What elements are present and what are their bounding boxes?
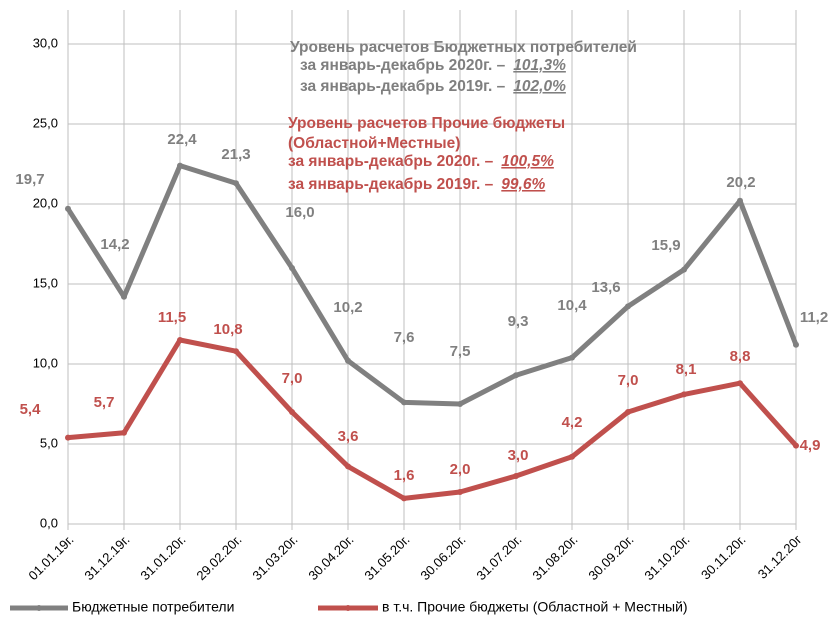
y-tick-label: 5,0 [40,435,58,450]
y-tick-label: 10,0 [33,355,58,370]
data-label: 11,2 [800,309,828,326]
point [457,401,463,407]
point [345,357,351,364]
data-label: 10,8 [213,321,242,338]
data-label: 3,0 [508,447,529,464]
data-label: 1,6 [394,467,415,484]
point [289,265,295,271]
x-tick-label: 31.10.20г. [641,532,692,583]
annotation-value: 102,0% [513,78,566,95]
data-label: 22,4 [167,131,197,148]
point [625,409,631,415]
series-line [65,163,799,407]
annotation-title: (Областной+Местные) [288,135,460,152]
x-tick-label: 30.06.20г. [417,532,468,583]
x-tick-label: 30.04.20г. [305,532,356,583]
annotation-value: 101,3% [513,57,566,74]
data-label: 2,0 [450,461,471,478]
x-tick-label: 31.12.20г [755,532,805,582]
y-tick-label: 30,0 [33,35,58,50]
legend-marker [36,605,42,611]
data-label: 4,2 [562,414,583,431]
point [233,180,239,187]
data-label: 14,2 [100,236,129,253]
x-tick-label: 31.12.19г. [81,532,132,583]
x-tick-label: 30.09.20г. [585,532,636,583]
data-label: 7,0 [282,370,303,387]
data-label: 21,3 [221,146,250,163]
point [177,337,183,343]
data-label: 13,6 [591,279,620,296]
x-tick-label: 31.05.20г. [361,532,412,583]
annotation-text: за январь-декабрь 2019г. – [288,176,494,193]
point [569,453,575,460]
point [233,348,239,355]
point [793,341,799,348]
point [681,391,687,398]
annotation-text: за январь-декабрь 2020г. – [288,153,494,170]
point [65,434,71,441]
point [345,463,351,470]
annotation-row: за январь-декабрь 2019г. – 99,6% [288,176,545,193]
annotation-value: 100,5% [501,153,554,170]
point [513,473,519,479]
point [513,372,519,379]
data-label: 11,5 [158,309,186,326]
point [681,266,687,273]
data-label: 7,6 [394,329,415,346]
point [121,293,127,300]
series-line [67,337,798,501]
data-label: 7,5 [450,343,471,360]
data-label: 9,3 [508,313,529,330]
annotation-title: Уровень расчетов Бюджетных потребителей [290,39,637,56]
point [625,303,631,310]
y-tick-label: 25,0 [33,115,58,130]
y-tick-label: 0,0 [40,515,58,530]
x-tick-label: 31.03.20г. [249,532,300,583]
point [569,354,575,361]
data-label: 20,2 [726,174,755,191]
data-label: 10,4 [557,297,587,314]
data-label: 4,9 [800,437,821,454]
point [401,495,407,502]
x-tick-label: 31.07.20г. [473,532,524,583]
point [737,380,743,387]
annotation-title: Уровень расчетов Прочие бюджеты [288,115,565,132]
data-label: 16,0 [285,204,314,221]
annotation-value: 99,6% [501,176,545,193]
x-tick-label: 01.01.19г. [25,532,76,583]
legend-marker [345,605,351,611]
x-tick-label: 30.11.20г. [698,532,748,582]
data-label: 19,7 [15,171,44,188]
data-label: 15,9 [651,237,680,254]
data-label: 10,2 [333,299,362,316]
y-tick-label: 20,0 [33,195,58,210]
point [793,442,799,449]
point [177,162,183,169]
x-tick-label: 29.02.20г. [193,532,244,583]
point [121,429,127,436]
point [289,409,295,415]
annotation-text: за январь-декабрь 2020г. – [300,57,506,74]
data-label: 5,7 [94,394,115,411]
y-tick-label: 15,0 [33,275,58,290]
data-label: 8,8 [730,348,751,365]
annotation-text: за январь-декабрь 2019г. – [300,78,506,95]
x-tick-label: 31.01.20г. [137,532,188,583]
x-tick-label: 31.08.20г. [529,532,580,583]
annotation-row: за январь-декабрь 2020г. – 101,3% [300,57,566,74]
point [457,489,463,495]
data-label: 3,6 [338,428,359,445]
annotation-row: за январь-декабрь 2019г. – 102,0% [300,78,566,95]
data-label: 5,4 [20,401,42,418]
point [401,399,407,406]
legend-label: Бюджетные потребители [72,599,234,615]
annotation-row: за январь-декабрь 2020г. – 100,5% [288,153,554,170]
data-label: 7,0 [618,372,639,389]
point [65,205,71,212]
data-label: 8,1 [676,361,697,378]
legend-label: в т.ч. Прочие бюджеты (Областной + Местн… [382,599,688,615]
point [737,197,743,204]
